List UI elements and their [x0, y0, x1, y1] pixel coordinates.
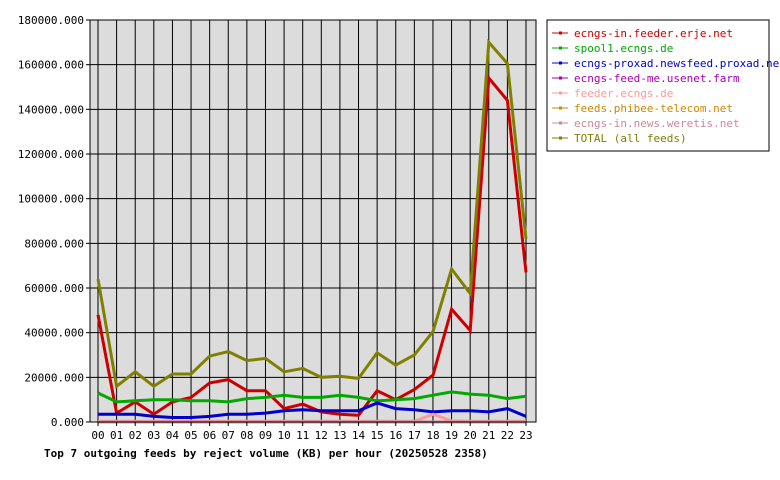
series-line-7 [96, 38, 528, 390]
legend-marker-7 [559, 136, 562, 140]
x-tick-label: 18 [426, 429, 439, 442]
plot-frame [89, 19, 537, 423]
legend-marker-6 [559, 121, 562, 125]
legend-label-5: feeds.phibee-telecom.net [574, 102, 733, 115]
x-tick-label: 10 [277, 429, 290, 442]
x-tick-label: 13 [333, 429, 346, 442]
x-tick-label: 09 [259, 429, 272, 442]
legend-label-2: ecngs-proxad.newsfeed.proxad.net [574, 57, 780, 70]
y-tick-label: 60000.000 [24, 282, 84, 295]
series-line-0 [96, 74, 528, 417]
legend-label-4: feeder.ecngs.de [574, 87, 673, 100]
y-tick-label: 100000.000 [18, 193, 84, 206]
legend-box [546, 19, 770, 152]
legend-marker-2 [559, 61, 562, 65]
legend: ecngs-in.feeder.erje.net spool1.ecngs.de e… [546, 19, 780, 152]
series-line-2 [98, 401, 527, 419]
x-tick-label: 19 [445, 429, 458, 442]
x-axis-ticks: 00 01 02 03 04 05 06 07 08 09 10 11 12 13 14 15 16 17 18 19… [91, 422, 533, 442]
x-tick-label: 22 [501, 429, 514, 442]
legend-marker-4 [559, 91, 562, 95]
x-tick-label: 08 [240, 429, 253, 442]
y-tick-label: 80000.000 [24, 237, 84, 250]
x-tick-label: 01 [110, 429, 123, 442]
legend-marker-0 [559, 31, 562, 35]
x-tick-label: 07 [222, 429, 235, 442]
x-tick-label: 11 [296, 429, 309, 442]
y-tick-label: 0.000 [51, 416, 84, 429]
y-tick-label: 140000.000 [18, 103, 84, 116]
legend-label-3: ecngs-feed-me.usenet.farm [574, 72, 740, 85]
series-line-1 [97, 390, 527, 404]
legend-marker-3 [559, 76, 562, 80]
plot-area [90, 20, 536, 422]
legend-label-6: ecngs-in.news.weretis.net [574, 117, 740, 130]
x-tick-label: 21 [482, 429, 495, 442]
x-tick-label: 12 [315, 429, 328, 442]
x-tick-label: 17 [408, 429, 421, 442]
y-tick-label: 40000.000 [24, 327, 84, 340]
legend-marker-1 [559, 46, 562, 50]
x-tick-label: 02 [129, 429, 142, 442]
y-tick-label: 160000.000 [18, 59, 84, 72]
y-tick-label: 180000.000 [18, 14, 84, 27]
x-tick-label: 16 [389, 429, 402, 442]
y-tick-label: 20000.000 [24, 371, 84, 384]
x-tick-label: 14 [352, 429, 366, 442]
legend-label-7: TOTAL (all feeds) [574, 132, 687, 145]
legend-marker-5 [559, 106, 562, 110]
y-axis-ticks: 0.000 20000.000 40000.000 60000.000 80000.00… [18, 14, 90, 429]
x-tick-label: 05 [184, 429, 197, 442]
legend-label-1: spool1.ecngs.de [574, 42, 673, 55]
legend-label-0: ecngs-in.feeder.erje.net [574, 27, 733, 40]
x-tick-label: 04 [166, 429, 180, 442]
x-tick-label: 00 [91, 429, 104, 442]
x-tick-label: 15 [371, 429, 384, 442]
x-tick-label: 23 [519, 429, 532, 442]
x-tick-label: 20 [464, 429, 477, 442]
chart-title: Top 7 outgoing feeds by reject volume (K… [44, 447, 488, 460]
x-tick-label: 03 [147, 429, 160, 442]
y-tick-label: 120000.000 [18, 148, 84, 161]
x-tick-label: 06 [203, 429, 216, 442]
